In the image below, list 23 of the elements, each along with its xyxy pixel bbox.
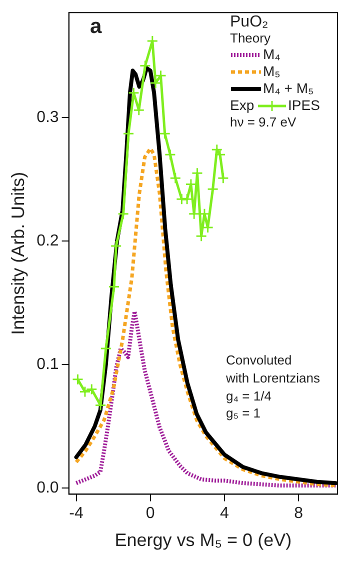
y-tick-label: 0.0 <box>36 479 59 496</box>
legend-label: M₅ <box>263 62 280 79</box>
annotation: g₄ = 1/4 <box>226 388 272 404</box>
annotation: a <box>90 14 102 38</box>
y-axis-title: Intensity (Arb. Units) <box>8 172 28 335</box>
annotation: Exp <box>230 96 254 113</box>
annotation: with Lorentzians <box>225 370 320 386</box>
x-tick-label: -4 <box>69 505 84 522</box>
x-tick-label: 8 <box>294 505 304 522</box>
legend-label: M₄ <box>263 46 281 62</box>
annotation: Theory <box>230 30 271 46</box>
annotation: g₅ = 1 <box>226 406 261 421</box>
y-tick-label: 0.2 <box>36 232 59 250</box>
annotation: PuO₂ <box>230 13 268 30</box>
x-axis-title: Energy vs M₅ = 0 (eV) <box>114 530 292 550</box>
legend-label: M₄ + M₅ <box>263 80 314 96</box>
annotation: hν = 9.7 eV <box>230 114 296 130</box>
annotation: Convoluted <box>226 352 292 368</box>
y-tick-label: 0.1 <box>36 356 59 373</box>
x-tick-label: 0 <box>146 505 155 522</box>
legend-label: IPES <box>288 96 320 113</box>
x-tick-label: 4 <box>220 505 230 522</box>
y-tick-label: 0.3 <box>36 108 59 126</box>
